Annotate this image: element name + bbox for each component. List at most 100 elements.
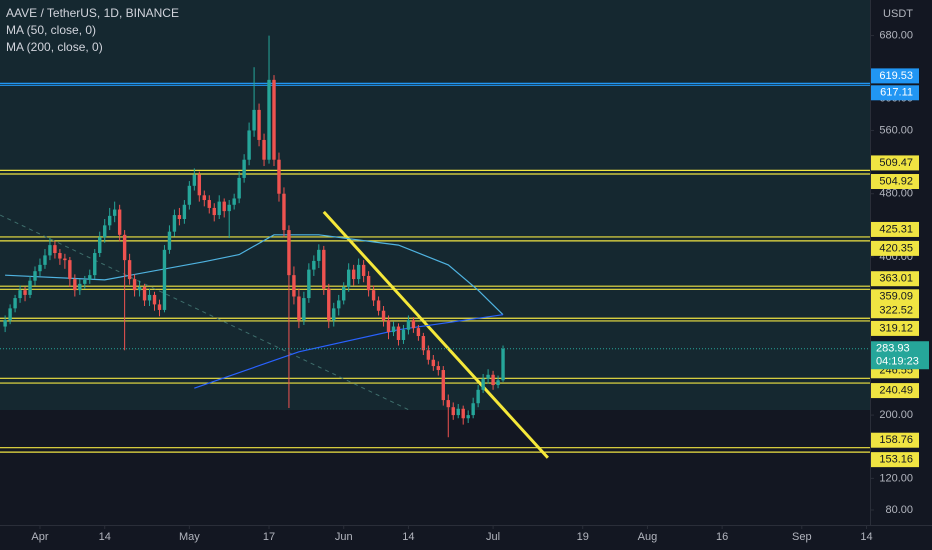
candle-body bbox=[356, 264, 361, 280]
candle-body bbox=[167, 231, 172, 250]
candle-body bbox=[38, 264, 42, 272]
y-tick-label: 480.00 bbox=[879, 188, 913, 200]
level-label: 363.01 bbox=[879, 273, 913, 285]
candle-body bbox=[292, 275, 296, 297]
candle-body bbox=[282, 193, 286, 231]
candle-body bbox=[172, 215, 177, 232]
candle-body bbox=[302, 298, 306, 321]
level-label: 153.16 bbox=[879, 454, 913, 466]
candle-body bbox=[227, 204, 231, 212]
level-label-box bbox=[871, 240, 919, 256]
candle-body bbox=[157, 304, 162, 310]
level-label-box bbox=[871, 221, 919, 237]
candle-body bbox=[78, 283, 82, 291]
x-tick-label: 19 bbox=[577, 531, 589, 543]
candle-body bbox=[33, 271, 37, 281]
candle-body bbox=[371, 290, 376, 301]
candle-body bbox=[83, 279, 87, 284]
candle-body bbox=[391, 326, 396, 333]
candle-body bbox=[421, 336, 426, 351]
level-label-box bbox=[871, 85, 919, 101]
ma-line bbox=[194, 314, 504, 389]
candle-body bbox=[142, 287, 147, 301]
candle-body bbox=[202, 195, 206, 201]
candle-body bbox=[98, 237, 102, 254]
candle-body bbox=[386, 320, 391, 333]
candle-body bbox=[366, 275, 371, 291]
candle-body bbox=[272, 79, 276, 160]
trendline bbox=[322, 210, 549, 459]
x-tick-label: Jun bbox=[335, 531, 353, 543]
current-price-label: 283.93 bbox=[876, 343, 910, 355]
candle-body bbox=[122, 234, 127, 261]
legend-entry: MA (200, close, 0) bbox=[6, 40, 103, 54]
level-label: 425.31 bbox=[879, 223, 913, 235]
candle-body bbox=[317, 249, 321, 261]
candle-body bbox=[103, 225, 107, 238]
candle-body bbox=[441, 370, 445, 401]
candle-body bbox=[496, 380, 500, 386]
candle-body bbox=[446, 400, 450, 408]
level-label: 504.92 bbox=[879, 175, 913, 187]
candle-body bbox=[182, 204, 187, 220]
candle-body bbox=[486, 374, 490, 379]
current-price-box bbox=[871, 341, 929, 370]
candle-body bbox=[232, 198, 236, 205]
candle-body bbox=[361, 264, 366, 276]
level-label: 240.49 bbox=[879, 384, 913, 396]
x-tick-label: 14 bbox=[99, 531, 111, 543]
candle-body bbox=[107, 215, 112, 226]
candle-body bbox=[287, 230, 291, 276]
candle-body bbox=[471, 403, 475, 416]
candle-body bbox=[351, 269, 356, 280]
x-tick-label: 14 bbox=[402, 531, 414, 543]
level-label-box bbox=[871, 289, 919, 305]
candle-body bbox=[222, 201, 226, 212]
level-label: 617.11 bbox=[880, 87, 913, 99]
level-label-box bbox=[871, 155, 919, 171]
candle-body bbox=[337, 300, 341, 309]
trendline bbox=[0, 214, 411, 411]
candle-body bbox=[466, 415, 470, 419]
candle-body bbox=[426, 350, 431, 360]
candle-body bbox=[192, 174, 197, 186]
candle-body bbox=[197, 174, 202, 196]
candle-body bbox=[416, 328, 421, 337]
candle-body bbox=[451, 407, 455, 416]
x-tick-label: 17 bbox=[263, 531, 275, 543]
candle-body bbox=[137, 287, 142, 291]
candle-body bbox=[28, 280, 32, 295]
candle-body bbox=[48, 245, 52, 256]
level-label: 319.12 bbox=[879, 322, 913, 334]
candle-body bbox=[237, 177, 241, 199]
candle-body bbox=[88, 275, 92, 280]
x-tick-label: 14 bbox=[860, 531, 872, 543]
chart-title: AAVE / TetherUS, 1D, BINANCE bbox=[6, 6, 179, 20]
candle-body bbox=[491, 374, 495, 386]
candle-body bbox=[277, 159, 281, 194]
candle-body bbox=[13, 298, 17, 309]
level-label: 158.76 bbox=[879, 434, 913, 446]
candle-body bbox=[456, 408, 460, 416]
y-tick-label: 80.00 bbox=[885, 504, 913, 516]
x-tick-label: Apr bbox=[31, 531, 48, 543]
candle-body bbox=[112, 209, 117, 216]
candle-body bbox=[187, 185, 192, 205]
candle-body bbox=[247, 130, 251, 160]
level-label-box bbox=[871, 320, 919, 336]
level-label-box bbox=[871, 68, 919, 84]
y-tick-label: 120.00 bbox=[879, 472, 913, 484]
candle-body bbox=[431, 359, 436, 367]
candle-body bbox=[152, 294, 157, 305]
candle-body bbox=[23, 290, 27, 295]
currency-label: USDT bbox=[883, 8, 913, 20]
x-tick-label: Jul bbox=[486, 531, 500, 543]
candle-body bbox=[297, 296, 301, 321]
candle-body bbox=[18, 290, 22, 299]
level-label: 322.52 bbox=[879, 305, 913, 317]
candle-body bbox=[177, 215, 182, 220]
candle-body bbox=[132, 279, 137, 291]
candle-body bbox=[43, 255, 47, 265]
plot bbox=[0, 35, 870, 459]
